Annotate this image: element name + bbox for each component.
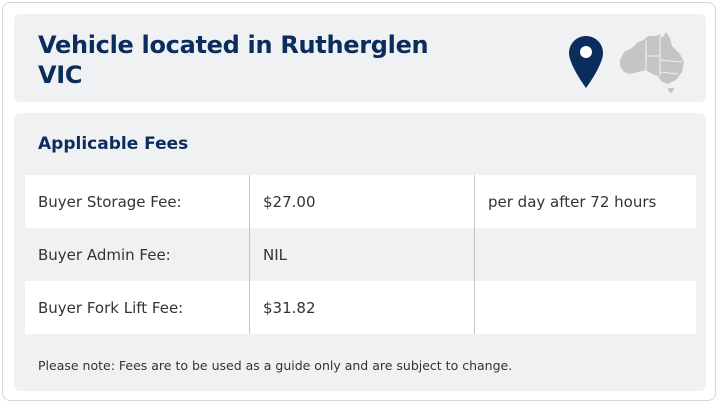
fees-table: Buyer Storage Fee: $27.00 per day after 72… (25, 175, 696, 334)
fee-label: Buyer Fork Lift Fee: (25, 281, 250, 334)
fee-amount: $27.00 (249, 175, 475, 228)
title-line-1: Vehicle located in Rutherglen (38, 31, 429, 59)
fee-amount: $31.82 (249, 281, 475, 334)
fee-label: Buyer Storage Fee: (25, 175, 250, 228)
fee-note: per day after 72 hours (474, 175, 696, 228)
disclaimer: Please note: Fees are to be used as a gu… (38, 358, 513, 373)
location-pin-icon (569, 36, 603, 88)
location-header: Vehicle located in Rutherglen VIC (14, 14, 706, 102)
fees-panel: Applicable Fees Buyer Storage Fee: $27.00… (14, 113, 706, 391)
location-title: Vehicle located in Rutherglen VIC (38, 30, 478, 90)
fees-title: Applicable Fees (38, 134, 189, 154)
card-frame (2, 2, 716, 401)
fee-note (474, 228, 696, 281)
title-line-2: VIC (38, 61, 83, 89)
table-row: Buyer Admin Fee: NIL (25, 228, 696, 281)
fee-label: Buyer Admin Fee: (25, 228, 250, 281)
fee-amount: NIL (249, 228, 475, 281)
table-row: Buyer Fork Lift Fee: $31.82 (25, 281, 696, 334)
australia-map-icon (620, 32, 684, 93)
table-row: Buyer Storage Fee: $27.00 per day after 72… (25, 175, 696, 228)
fee-note (474, 281, 696, 334)
